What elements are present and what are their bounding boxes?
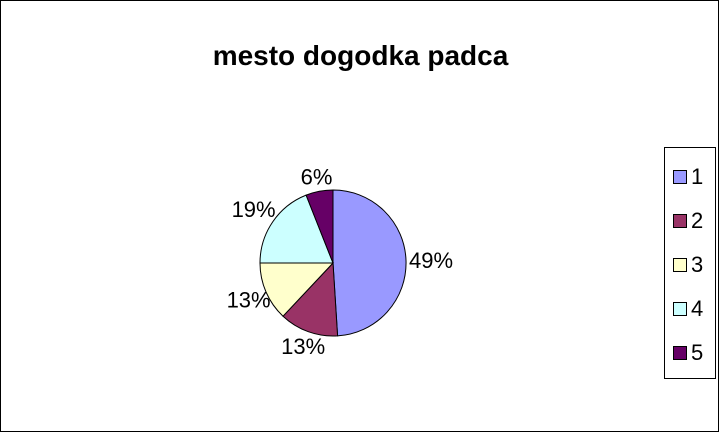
pie-slice-2 xyxy=(282,261,339,337)
legend-swatch-3 xyxy=(673,258,687,272)
legend-swatch-1 xyxy=(673,170,687,184)
pie-label-1: 49% xyxy=(409,248,453,273)
legend-item-1: 1 xyxy=(673,164,703,190)
legend-label-1: 1 xyxy=(691,164,704,189)
legend-label-3: 3 xyxy=(691,252,704,277)
pie-labels: 49% 13% 13% 19% 6% xyxy=(227,165,453,359)
legend-item-2: 2 xyxy=(673,208,703,234)
legend-label-2: 2 xyxy=(691,208,704,233)
chart-title: mesto dogodka padca xyxy=(212,40,509,71)
legend-item-3: 3 xyxy=(673,252,703,278)
legend-label-4: 4 xyxy=(691,296,704,321)
pie-label-2: 13% xyxy=(281,334,325,359)
legend-label-5: 5 xyxy=(691,340,704,365)
legend-item-5: 5 xyxy=(673,340,703,366)
pie-slice-4 xyxy=(259,194,334,264)
pie-slice-5 xyxy=(305,189,334,264)
pie-label-3: 13% xyxy=(227,288,271,313)
legend-swatch-4 xyxy=(673,302,687,316)
pie-label-5: 6% xyxy=(301,165,333,190)
legend-swatch-5 xyxy=(673,346,687,360)
legend: 1 2 3 4 5 xyxy=(664,147,716,379)
pie-label-4: 19% xyxy=(232,197,276,222)
pie-slices xyxy=(259,189,407,337)
pie-slice-1 xyxy=(332,189,407,337)
legend-item-4: 4 xyxy=(673,296,703,322)
pie-slice-3 xyxy=(259,262,335,317)
legend-swatch-2 xyxy=(673,214,687,228)
